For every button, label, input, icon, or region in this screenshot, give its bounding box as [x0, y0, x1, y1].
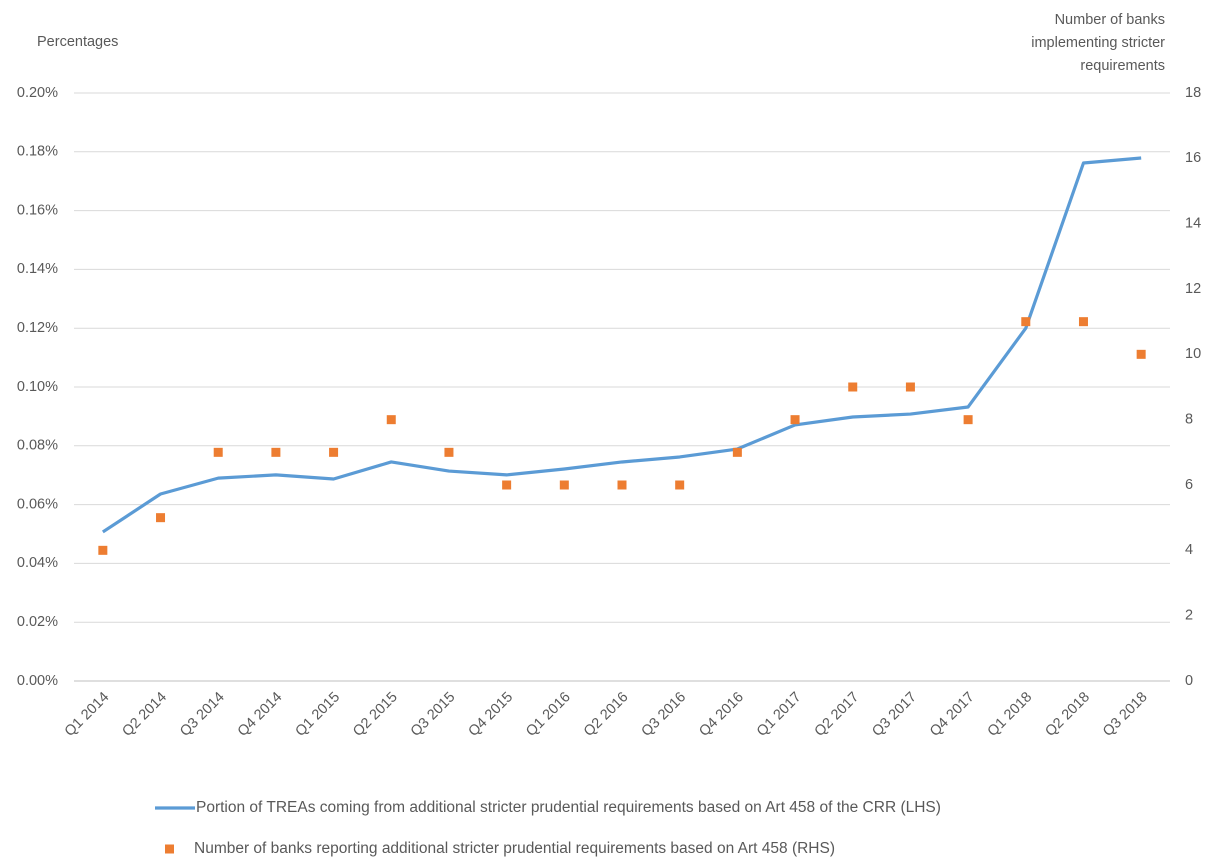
- x-tick-label: Q2 2017: [812, 689, 863, 740]
- data-point: [502, 480, 512, 490]
- y-tick-label: 0.18%: [17, 144, 58, 160]
- data-point: [329, 447, 339, 457]
- y-tick-label: 0.02%: [17, 614, 58, 630]
- y-tick-label: 0.08%: [17, 438, 58, 454]
- data-point: [98, 545, 108, 555]
- x-tick-label: Q3 2014: [177, 689, 228, 740]
- x-tick-label: Q4 2014: [235, 689, 286, 740]
- x-tick-label: Q3 2017: [869, 689, 920, 740]
- y-tick-label: 0.16%: [17, 202, 58, 218]
- legend-label: Number of banks reporting additional str…: [194, 840, 835, 857]
- y2-tick-label: 12: [1185, 281, 1201, 297]
- y2-tick-label: 10: [1185, 346, 1201, 362]
- x-tick-label: Q2 2016: [581, 689, 632, 740]
- y-tick-label: 0.04%: [17, 555, 58, 571]
- y2-tick-label: 4: [1185, 542, 1193, 558]
- x-tick-label: Q1 2015: [292, 689, 343, 740]
- y-tick-label: 0.10%: [17, 379, 58, 395]
- legend-label: Portion of TREAs coming from additional …: [196, 799, 941, 816]
- data-point: [213, 447, 223, 457]
- data-point: [790, 415, 800, 425]
- y-axis-title: Percentages: [37, 34, 118, 50]
- data-point: [1136, 349, 1146, 359]
- y2-tick-label: 14: [1185, 215, 1201, 231]
- x-tick-label: Q2 2014: [119, 689, 170, 740]
- x-tick-label: Q1 2017: [754, 689, 805, 740]
- legend-marker: [165, 844, 174, 854]
- y-tick-label: 0.00%: [17, 673, 58, 689]
- data-point: [963, 415, 973, 425]
- x-tick-label: Q4 2015: [466, 689, 517, 740]
- y2-axis-title: Number of banks: [1055, 12, 1165, 28]
- data-point: [617, 480, 627, 490]
- x-tick-label: Q3 2018: [1100, 689, 1151, 740]
- y2-tick-label: 8: [1185, 411, 1193, 427]
- y2-axis-title: implementing stricter: [1031, 35, 1165, 51]
- data-point: [444, 447, 454, 457]
- y2-tick-label: 0: [1185, 673, 1193, 689]
- y2-tick-label: 2: [1185, 607, 1193, 623]
- x-tick-label: Q1 2016: [523, 689, 574, 740]
- data-point: [675, 480, 685, 490]
- data-point: [732, 447, 742, 457]
- data-point: [1021, 317, 1031, 327]
- data-point: [848, 382, 858, 392]
- data-point: [905, 382, 915, 392]
- data-point: [156, 513, 166, 523]
- x-tick-label: Q3 2016: [639, 689, 690, 740]
- y2-axis-title: requirements: [1080, 58, 1165, 74]
- y2-tick-label: 6: [1185, 477, 1193, 493]
- x-tick-label: Q4 2017: [927, 689, 978, 740]
- x-tick-label: Q4 2016: [696, 689, 747, 740]
- data-point: [1078, 317, 1088, 327]
- x-tick-label: Q1 2018: [985, 689, 1036, 740]
- x-tick-label: Q1 2014: [62, 689, 113, 740]
- data-point: [386, 415, 396, 425]
- y-tick-label: 0.20%: [17, 85, 58, 101]
- x-tick-label: Q2 2015: [350, 689, 401, 740]
- x-tick-label: Q3 2015: [408, 689, 459, 740]
- x-tick-label: Q2 2018: [1042, 689, 1093, 740]
- data-point: [559, 480, 569, 490]
- data-point: [271, 447, 281, 457]
- y2-tick-label: 18: [1185, 85, 1201, 101]
- y-tick-label: 0.14%: [17, 261, 58, 277]
- y-tick-label: 0.12%: [17, 320, 58, 336]
- y-tick-label: 0.06%: [17, 496, 58, 512]
- y2-tick-label: 16: [1185, 150, 1201, 166]
- data-line: [101, 156, 1142, 534]
